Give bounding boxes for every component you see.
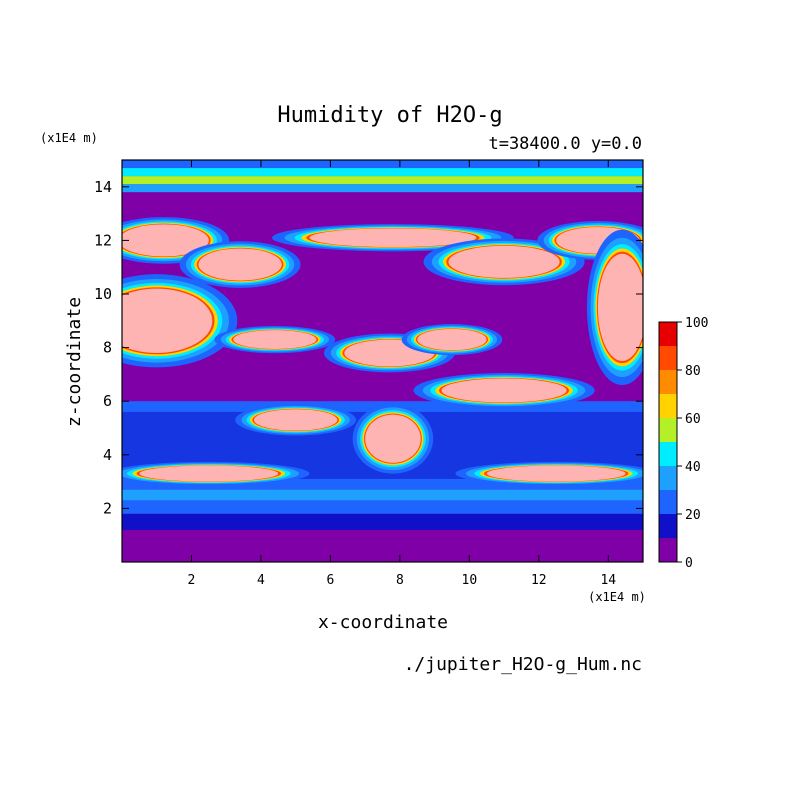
feature-low-band-left bbox=[122, 461, 310, 486]
x-tick-label: 8 bbox=[396, 573, 404, 588]
colorbar-tick-label: 80 bbox=[685, 364, 701, 379]
layer-5 bbox=[122, 184, 643, 193]
colorbar-tick-label: 20 bbox=[685, 508, 701, 523]
x-tick-label: 6 bbox=[326, 573, 334, 588]
layer-4 bbox=[122, 192, 643, 206]
feature-contour-10 bbox=[198, 248, 282, 281]
y-axis-label: z-coordinate bbox=[64, 297, 85, 427]
y-tick-label: 14 bbox=[94, 178, 112, 196]
y-tick-label: 10 bbox=[94, 285, 112, 303]
x-tick-label: 4 bbox=[257, 573, 265, 588]
layer-0 bbox=[122, 529, 643, 562]
feature-contour-10 bbox=[253, 409, 338, 431]
feature-right-column bbox=[586, 229, 643, 386]
layer-3 bbox=[122, 489, 643, 501]
feature-contour-10 bbox=[233, 330, 317, 349]
feature-left-lobe bbox=[122, 274, 238, 368]
feature-contour-10 bbox=[486, 465, 626, 482]
colorbar-swatch bbox=[659, 514, 677, 538]
feature-contour-10 bbox=[122, 224, 209, 257]
feature-plume bbox=[352, 403, 434, 474]
colorbar-frame bbox=[658, 321, 678, 563]
feature-low-band-right bbox=[455, 461, 643, 486]
feature-contour-10 bbox=[448, 245, 560, 278]
feature-upper-cloud-right bbox=[423, 238, 585, 286]
layer-7 bbox=[122, 168, 643, 177]
feature-contour-10 bbox=[139, 465, 279, 482]
feature-contour-10 bbox=[441, 378, 567, 403]
colorbar-tick-label: 60 bbox=[685, 412, 701, 427]
feature-upper-cloud-midleft bbox=[179, 241, 301, 288]
layer-2 bbox=[122, 500, 643, 514]
x-tick-label: 14 bbox=[600, 573, 616, 588]
plot-frame bbox=[121, 159, 644, 563]
feature-contour-10 bbox=[597, 253, 643, 361]
colorbar-ticks: 0 20 40 60 80 100 bbox=[677, 316, 708, 571]
x-tick-label: 10 bbox=[462, 573, 478, 588]
layer-8 bbox=[122, 160, 643, 169]
colorbar-swatch bbox=[659, 394, 677, 418]
feature-mid-cloud-d bbox=[413, 372, 595, 408]
chart-title: Humidity of H2O-g bbox=[277, 103, 502, 128]
chart-subtitle: t=38400.0 y=0.0 bbox=[488, 134, 642, 154]
colorbar-swatch bbox=[659, 418, 677, 442]
x-axis: 2 4 6 8 10 12 14 bbox=[188, 160, 616, 588]
layer-6 bbox=[122, 176, 643, 185]
feature-contour-10 bbox=[309, 228, 477, 248]
source-file-label: ./jupiter_H2O-g_Hum.nc bbox=[404, 654, 642, 675]
feature-contour-10 bbox=[122, 288, 213, 353]
colorbar-tick-label: 0 bbox=[685, 556, 693, 571]
colorbar-swatch bbox=[659, 442, 677, 466]
y-tick-label: 2 bbox=[103, 499, 112, 517]
feature-contour-10 bbox=[365, 414, 421, 463]
colorbar-tick-label: 100 bbox=[685, 316, 708, 331]
feature-mid-cloud-a bbox=[214, 325, 336, 354]
x-unit-label: (x1E4 m) bbox=[588, 590, 646, 604]
colorbar-swatch bbox=[659, 538, 677, 562]
colorbar-tick-label: 40 bbox=[685, 460, 701, 475]
feature-contour-10 bbox=[417, 328, 487, 351]
colorbar-swatch bbox=[659, 322, 677, 346]
colorbar bbox=[658, 321, 678, 563]
y-unit-label: (x1E4 m) bbox=[40, 131, 98, 145]
y-tick-label: 6 bbox=[103, 392, 112, 410]
colorbar-swatch bbox=[659, 466, 677, 490]
y-axis: 2 4 6 8 10 12 14 bbox=[94, 178, 643, 517]
layer-1 bbox=[122, 513, 643, 530]
colorbar-swatch bbox=[659, 490, 677, 514]
colorbar-swatch bbox=[659, 370, 677, 394]
x-tick-label: 2 bbox=[188, 573, 196, 588]
y-tick-label: 4 bbox=[103, 446, 112, 464]
feature-low-cloud-a bbox=[235, 404, 357, 436]
x-tick-label: 12 bbox=[531, 573, 547, 588]
y-tick-label: 8 bbox=[103, 339, 112, 357]
y-tick-label: 12 bbox=[94, 231, 112, 249]
colorbar-swatch bbox=[659, 346, 677, 370]
feature-mid-cloud-c bbox=[401, 324, 503, 356]
x-axis-label: x-coordinate bbox=[318, 612, 448, 633]
heatmap-field bbox=[122, 160, 643, 562]
